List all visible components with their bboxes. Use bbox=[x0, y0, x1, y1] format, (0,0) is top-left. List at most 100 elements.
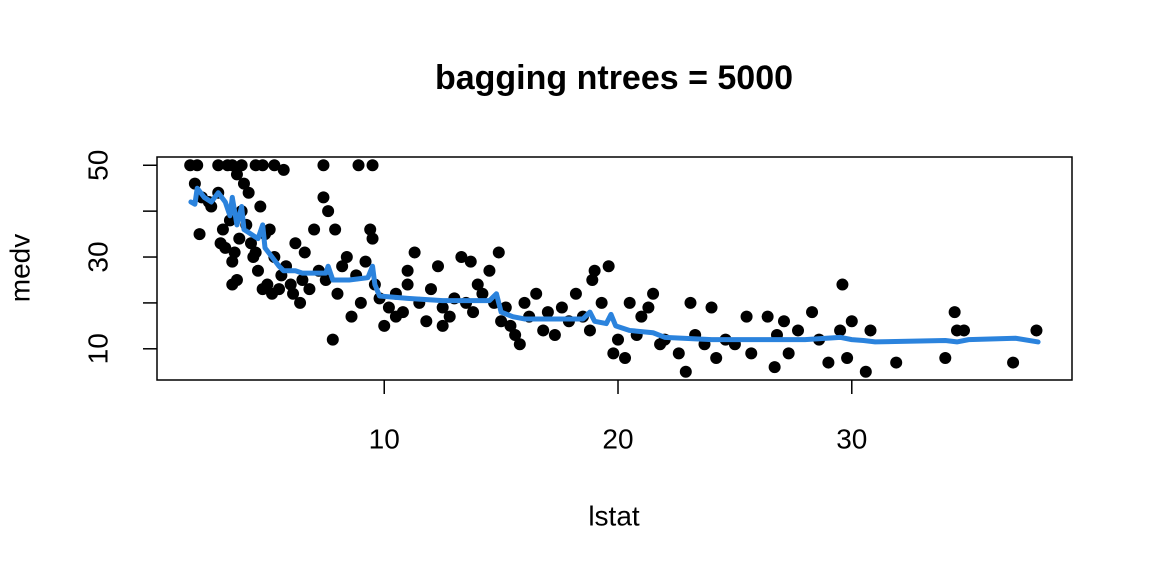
data-point bbox=[588, 264, 601, 277]
data-point bbox=[436, 301, 449, 314]
data-point bbox=[331, 287, 344, 300]
x-tick-label: 10 bbox=[369, 423, 400, 454]
plot-frame bbox=[156, 156, 1073, 381]
data-point bbox=[261, 278, 274, 291]
data-point bbox=[228, 246, 241, 259]
data-point bbox=[235, 159, 248, 172]
data-point bbox=[939, 351, 952, 364]
x-axis-label: lstat bbox=[588, 500, 640, 531]
data-point bbox=[352, 159, 365, 172]
data-point bbox=[836, 278, 849, 291]
data-point bbox=[277, 163, 290, 176]
data-point bbox=[745, 347, 758, 360]
data-point bbox=[705, 301, 718, 314]
data-point bbox=[193, 228, 206, 241]
y-axis-label: medv bbox=[4, 234, 35, 302]
data-point bbox=[424, 283, 437, 296]
data-point bbox=[216, 223, 229, 236]
data-point bbox=[249, 246, 262, 259]
y-tick-label: 10 bbox=[82, 333, 113, 364]
data-point bbox=[326, 333, 339, 346]
data-point bbox=[859, 365, 872, 378]
data-point bbox=[230, 168, 243, 181]
data-point bbox=[340, 251, 353, 264]
data-point bbox=[509, 329, 522, 342]
data-point bbox=[212, 159, 225, 172]
data-point bbox=[287, 287, 300, 300]
fit-line bbox=[188, 185, 1041, 345]
data-point bbox=[768, 361, 781, 374]
data-point bbox=[483, 264, 496, 277]
data-point bbox=[431, 260, 444, 273]
data-point bbox=[672, 347, 685, 360]
data-point bbox=[256, 159, 269, 172]
y-tick-label: 50 bbox=[82, 150, 113, 181]
data-point bbox=[555, 301, 568, 314]
data-point bbox=[223, 214, 236, 227]
data-point bbox=[420, 315, 433, 328]
data-point bbox=[782, 347, 795, 360]
data-point bbox=[583, 324, 596, 337]
data-point bbox=[378, 319, 391, 332]
data-point bbox=[319, 273, 332, 286]
data-point bbox=[841, 351, 854, 364]
data-point bbox=[436, 319, 449, 332]
data-point bbox=[471, 278, 484, 291]
data-point bbox=[761, 310, 774, 323]
data-point bbox=[226, 255, 239, 268]
data-point bbox=[443, 310, 456, 323]
data-point bbox=[806, 306, 819, 319]
data-point bbox=[777, 315, 790, 328]
data-point bbox=[401, 278, 414, 291]
data-point bbox=[948, 306, 961, 319]
data-point bbox=[537, 324, 550, 337]
data-point bbox=[530, 287, 543, 300]
data-point bbox=[1007, 356, 1020, 369]
data-point bbox=[513, 338, 526, 351]
data-point bbox=[317, 191, 330, 204]
data-point bbox=[226, 159, 239, 172]
data-point bbox=[864, 324, 877, 337]
data-point bbox=[642, 301, 655, 314]
data-point bbox=[308, 223, 321, 236]
x-tick-label: 20 bbox=[602, 423, 633, 454]
data-point bbox=[602, 260, 615, 273]
data-point bbox=[504, 319, 517, 332]
data-point bbox=[647, 287, 660, 300]
data-point bbox=[396, 306, 409, 319]
data-point bbox=[359, 255, 372, 268]
data-point bbox=[263, 223, 276, 236]
data-point bbox=[401, 264, 414, 277]
data-point bbox=[408, 246, 421, 259]
data-point bbox=[586, 273, 599, 286]
data-point bbox=[289, 237, 302, 250]
data-point bbox=[834, 324, 847, 337]
data-point bbox=[244, 237, 257, 250]
data-point bbox=[607, 347, 620, 360]
data-point bbox=[455, 251, 468, 264]
data-point bbox=[623, 296, 636, 309]
data-point bbox=[317, 159, 330, 172]
data-point bbox=[467, 306, 480, 319]
data-point bbox=[382, 301, 395, 314]
data-point bbox=[322, 205, 335, 218]
data-point bbox=[284, 278, 297, 291]
data-point bbox=[548, 329, 561, 342]
data-point bbox=[1030, 324, 1043, 337]
data-point bbox=[366, 159, 379, 172]
data-point bbox=[792, 324, 805, 337]
data-point bbox=[242, 186, 255, 199]
data-point bbox=[679, 365, 692, 378]
y-tick-label: 30 bbox=[82, 241, 113, 272]
chart-title: bagging ntrees = 5000 bbox=[435, 59, 793, 97]
data-point bbox=[822, 356, 835, 369]
data-point bbox=[254, 200, 267, 213]
data-point bbox=[237, 177, 250, 190]
data-point bbox=[296, 273, 309, 286]
data-point bbox=[684, 296, 697, 309]
data-point bbox=[268, 159, 281, 172]
data-point bbox=[740, 310, 753, 323]
data-point bbox=[569, 287, 582, 300]
data-point bbox=[273, 283, 286, 296]
